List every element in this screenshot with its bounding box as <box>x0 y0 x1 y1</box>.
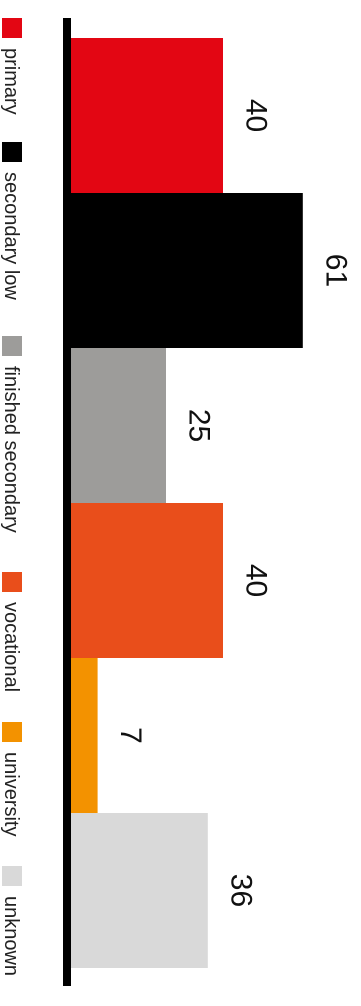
value-label-vocational: 40 <box>240 564 273 597</box>
legend-label-secondary-low: secondary low <box>0 172 22 300</box>
legend-label-finished-secondary: finished secondary <box>0 366 22 533</box>
bar-primary <box>71 38 223 193</box>
legend-label-primary: primary <box>0 48 22 115</box>
bars <box>71 38 303 968</box>
legend-swatch-unknown <box>2 866 22 886</box>
legend: primary secondary low finished secondary vo… <box>0 18 22 976</box>
value-label-finished-secondary: 25 <box>183 409 216 442</box>
legend-label-unknown: unknown <box>0 896 22 976</box>
value-label-secondary-low: 61 <box>319 254 352 287</box>
legend-swatch-secondary-low <box>2 142 22 162</box>
legend-swatch-university <box>2 722 22 742</box>
legend-swatch-primary <box>2 18 22 38</box>
value-label-primary: 40 <box>240 99 273 132</box>
value-label-university: 7 <box>114 727 147 744</box>
bar-vocational <box>71 503 223 658</box>
legend-swatch-finished-secondary <box>2 336 22 356</box>
legend-label-university: university <box>0 752 22 836</box>
bar-unknown <box>71 813 208 968</box>
bar-finished-secondary <box>71 348 166 503</box>
value-labels: 40 61 25 40 7 36 <box>114 99 352 907</box>
legend-label-vocational: vocational <box>0 602 22 692</box>
legend-entries: primary secondary low finished secondary vo… <box>0 18 22 976</box>
bar-secondary-low <box>71 193 303 348</box>
legend-swatch-vocational <box>2 572 22 592</box>
bar-university <box>71 658 98 813</box>
value-label-unknown: 36 <box>224 874 257 907</box>
